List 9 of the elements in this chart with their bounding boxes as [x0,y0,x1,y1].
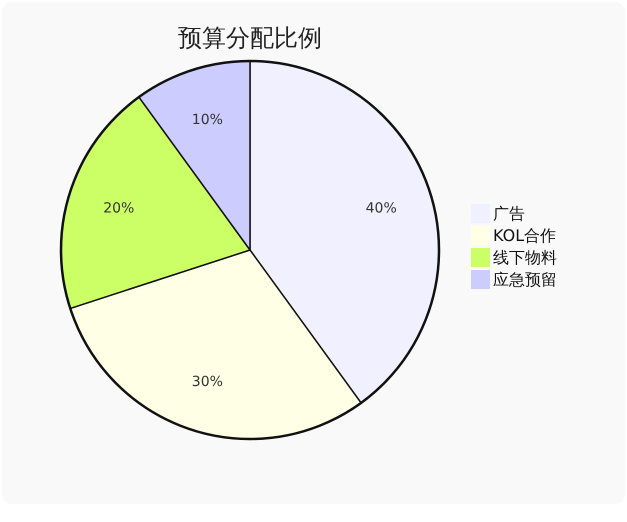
data-label: 20% [103,200,134,216]
slice-label: 广告 [493,204,525,223]
data-label: 40% [366,200,397,216]
legend-label: 线下物料 [493,248,557,267]
data-label: 10% [192,112,223,128]
legend-label: KOL合作 [493,226,556,245]
data-label: 30% [192,374,223,390]
legend-label: 应急预留 [493,270,557,289]
chart-title: 预算分配比例 [178,24,322,52]
